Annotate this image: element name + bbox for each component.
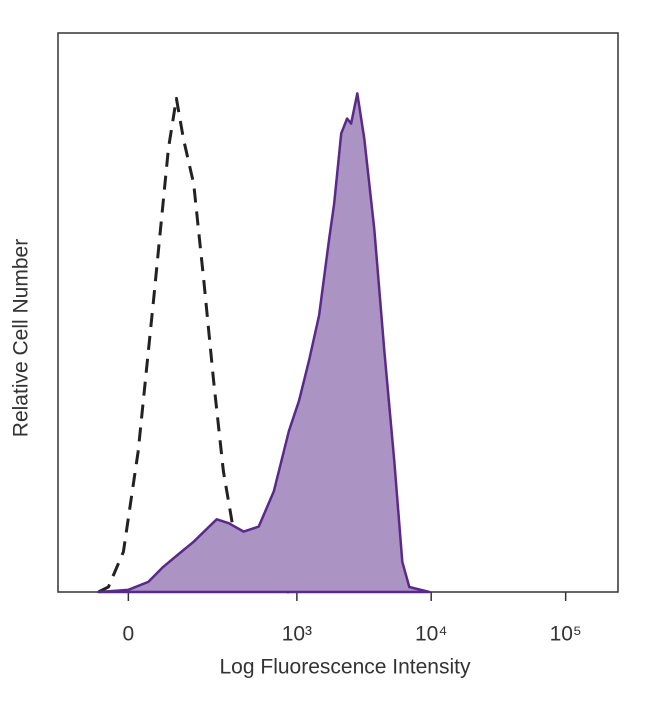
- x-tick-label: 0: [123, 623, 135, 646]
- x-tick-label: 10⁴: [415, 623, 447, 646]
- x-tick-label: 10³: [282, 623, 312, 646]
- x-axis-label: Log Fluorescence Intensity: [220, 656, 471, 679]
- x-tick-label: 10⁵: [550, 623, 582, 646]
- y-axis-label: Relative Cell Number: [10, 239, 33, 437]
- histogram-area: [97, 92, 431, 594]
- histogram-line: [97, 96, 290, 594]
